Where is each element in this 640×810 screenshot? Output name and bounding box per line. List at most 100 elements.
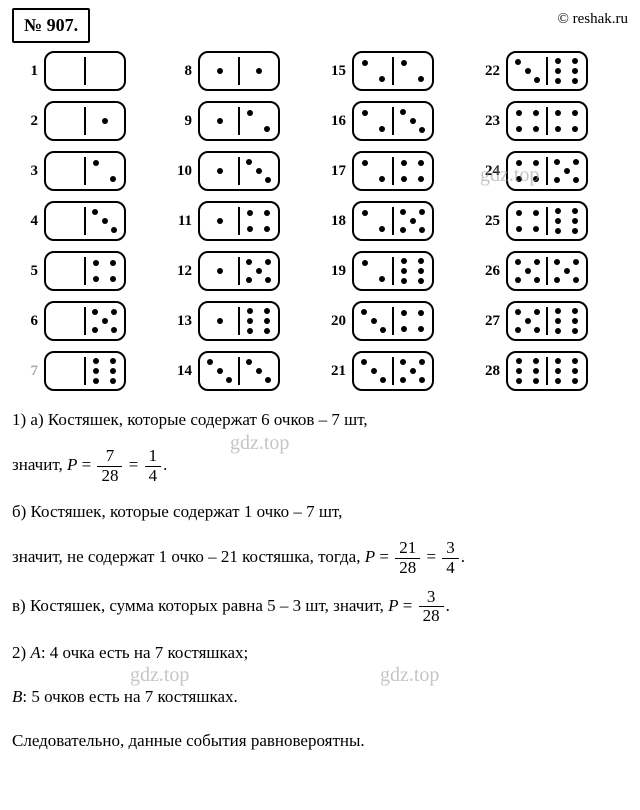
domino-tile [198, 101, 280, 141]
conclusion: Следовательно, данные события равновероя… [12, 724, 628, 758]
domino-tile [44, 351, 126, 391]
domino-cell: 15 [320, 51, 474, 91]
domino-tile [506, 201, 588, 241]
domino-tile [44, 201, 126, 241]
domino-number: 15 [320, 60, 346, 83]
domino-cell: 3 [12, 151, 166, 191]
line-4: значит, не содержат 1 очко – 21 костяшка… [12, 539, 628, 577]
domino-cell: 28 [474, 351, 628, 391]
domino-tile [506, 301, 588, 341]
line-b: B: 5 очков есть на 7 костяшках. [12, 680, 628, 714]
domino-number: 17 [320, 160, 346, 183]
domino-tile [198, 151, 280, 191]
domino-number: 12 [166, 260, 192, 283]
domino-tile [198, 301, 280, 341]
domino-tile [352, 101, 434, 141]
domino-number: 19 [320, 260, 346, 283]
domino-cell: 20 [320, 301, 474, 341]
problem-number: № 907. [12, 8, 90, 43]
domino-number: 10 [166, 160, 192, 183]
domino-cell: 7 [12, 351, 166, 391]
domino-number: 13 [166, 310, 192, 333]
domino-tile [352, 201, 434, 241]
domino-number: 2 [12, 110, 38, 133]
domino-cell: 27 [474, 301, 628, 341]
domino-number: 24 [474, 160, 500, 183]
solution-text: 1) а) Костяшек, которые содержат 6 очков… [12, 403, 628, 758]
fraction: 34 [442, 539, 459, 577]
domino-cell: 17 [320, 151, 474, 191]
domino-tile [506, 351, 588, 391]
domino-number: 9 [166, 110, 192, 133]
domino-tile [198, 351, 280, 391]
domino-number: 16 [320, 110, 346, 133]
domino-number: 18 [320, 210, 346, 233]
domino-tile [44, 151, 126, 191]
domino-number: 4 [12, 210, 38, 233]
domino-cell: 18 [320, 201, 474, 241]
domino-number: 21 [320, 360, 346, 383]
header: № 907. © reshak.ru [12, 8, 628, 43]
domino-number: 6 [12, 310, 38, 333]
domino-cell: 1 [12, 51, 166, 91]
fraction: 2128 [395, 539, 420, 577]
domino-number: 20 [320, 310, 346, 333]
domino-tile [506, 101, 588, 141]
domino-number: 22 [474, 60, 500, 83]
domino-number: 25 [474, 210, 500, 233]
domino-cell: 5 [12, 251, 166, 291]
domino-number: 23 [474, 110, 500, 133]
domino-cell: 19 [320, 251, 474, 291]
domino-tile [352, 51, 434, 91]
domino-tile [44, 251, 126, 291]
domino-cell: 13 [166, 301, 320, 341]
domino-cell: 21 [320, 351, 474, 391]
domino-cell: 8 [166, 51, 320, 91]
domino-tile [506, 51, 588, 91]
domino-cell: 25 [474, 201, 628, 241]
domino-cell: 12 [166, 251, 320, 291]
domino-cell: 14 [166, 351, 320, 391]
domino-number: 5 [12, 260, 38, 283]
domino-tile [44, 301, 126, 341]
domino-cell: 22 [474, 51, 628, 91]
domino-grid: 1815222916233101724411182551219266132027… [12, 51, 628, 391]
domino-tile [352, 251, 434, 291]
domino-number: 28 [474, 360, 500, 383]
domino-cell: 9 [166, 101, 320, 141]
domino-cell: 11 [166, 201, 320, 241]
domino-tile [506, 151, 588, 191]
domino-number: 3 [12, 160, 38, 183]
domino-tile [198, 251, 280, 291]
domino-tile [352, 351, 434, 391]
domino-tile [44, 51, 126, 91]
domino-cell: 6 [12, 301, 166, 341]
domino-cell: 16 [320, 101, 474, 141]
domino-number: 26 [474, 260, 500, 283]
copyright-text: © reshak.ru [557, 8, 628, 31]
domino-number: 8 [166, 60, 192, 83]
domino-tile [198, 51, 280, 91]
domino-tile [506, 251, 588, 291]
domino-cell: 10 [166, 151, 320, 191]
domino-number: 7 [12, 360, 38, 383]
line-1a: 1) а) Костяшек, которые содержат 6 очков… [12, 403, 628, 437]
domino-tile [44, 101, 126, 141]
line-2-part2: 2) A: 4 очка есть на 7 костяшках; [12, 636, 628, 670]
domino-cell: 23 [474, 101, 628, 141]
fraction: 14 [145, 447, 162, 485]
domino-tile [352, 301, 434, 341]
line-1b: б) Костяшек, которые содержат 1 очко – 7… [12, 495, 628, 529]
domino-cell: 2 [12, 101, 166, 141]
domino-tile [352, 151, 434, 191]
domino-cell: 24 [474, 151, 628, 191]
fraction: 328 [419, 588, 444, 626]
domino-number: 14 [166, 360, 192, 383]
domino-number: 27 [474, 310, 500, 333]
domino-number: 11 [166, 210, 192, 233]
domino-tile [198, 201, 280, 241]
domino-cell: 26 [474, 251, 628, 291]
domino-cell: 4 [12, 201, 166, 241]
line-1v: в) Костяшек, сумма которых равна 5 – 3 ш… [12, 588, 628, 626]
domino-number: 1 [12, 60, 38, 83]
